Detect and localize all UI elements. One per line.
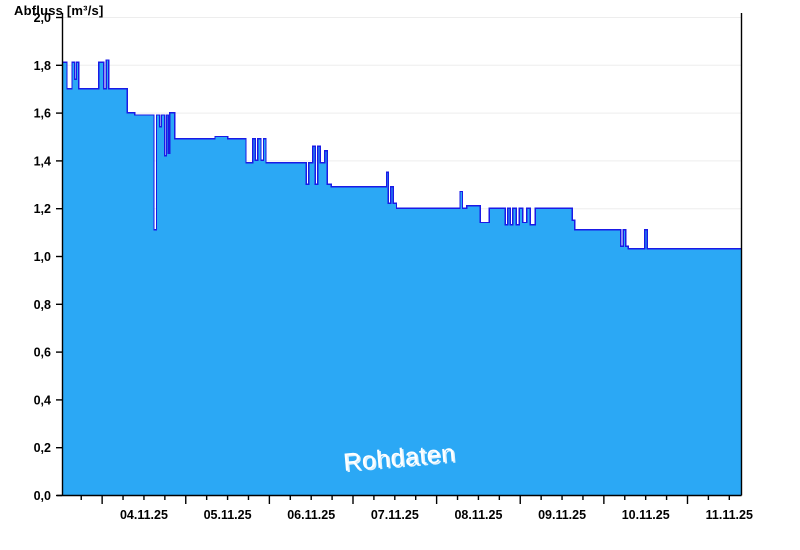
x-tick-label: 08.11.25 xyxy=(454,508,502,522)
y-tick-label: 0,6 xyxy=(34,346,51,360)
x-tick-label: 07.11.25 xyxy=(371,508,419,522)
y-axis-title: Abfluss [m³/s] xyxy=(14,3,104,18)
y-tick-label: 1,6 xyxy=(34,107,51,121)
x-axis-ticks xyxy=(80,495,730,504)
x-tick-label: 06.11.25 xyxy=(287,508,335,522)
y-tick-label: 1,2 xyxy=(34,202,51,216)
series-fill xyxy=(62,60,741,496)
y-tick-label: 0,0 xyxy=(34,489,51,503)
x-tick-label: 04.11.25 xyxy=(120,508,168,522)
series-outline xyxy=(62,59,741,250)
y-axis-ticks xyxy=(56,16,62,497)
y-tick-label: 2,0 xyxy=(34,11,51,25)
data-area-series xyxy=(62,59,741,496)
x-tick-label: 11.11.25 xyxy=(706,508,753,522)
y-tick-label: 0,8 xyxy=(34,298,51,312)
y-tick-label: 1,4 xyxy=(34,154,51,168)
y-tick-label: 0,2 xyxy=(34,441,51,455)
y-tick-label: 0,4 xyxy=(34,393,51,407)
y-axis-tick-labels: 0,0 0,2 0,4 0,6 0,8 1,0 1,2 1,4 1,6 1,8 2,0 xyxy=(34,11,51,503)
x-tick-label: 10.11.25 xyxy=(622,508,670,522)
x-axis-tick-labels: 04.11.25 05.11.25 06.11.25 07.11.25 08.11.25… xyxy=(120,508,753,522)
y-tick-label: 1,8 xyxy=(34,59,51,73)
y-tick-label: 1,0 xyxy=(34,250,51,264)
x-tick-label: 05.11.25 xyxy=(204,508,252,522)
axis-lines xyxy=(57,13,743,497)
x-tick-label: 09.11.25 xyxy=(538,508,586,522)
